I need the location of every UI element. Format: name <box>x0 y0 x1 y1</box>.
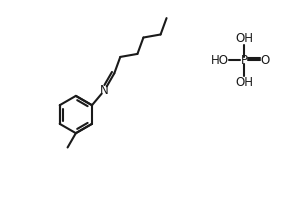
Text: HO: HO <box>211 54 229 67</box>
Text: O: O <box>260 54 270 67</box>
Text: N: N <box>100 84 109 97</box>
Text: OH: OH <box>235 76 253 89</box>
Text: P: P <box>241 54 248 67</box>
Text: OH: OH <box>235 32 253 45</box>
